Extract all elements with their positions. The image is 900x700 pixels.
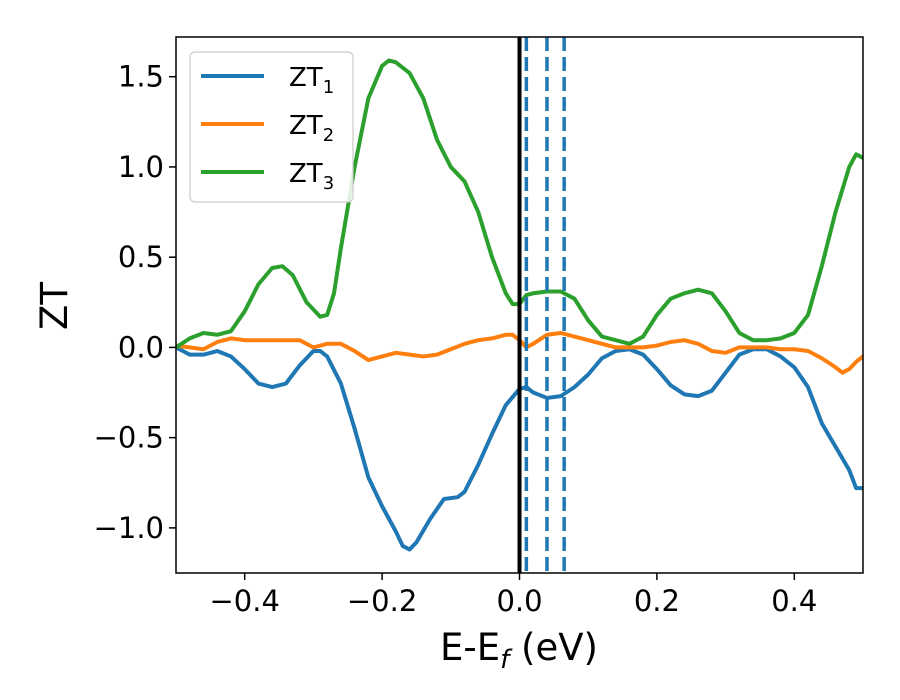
x-tick-label: 0.2 <box>634 584 680 618</box>
vertical-lines-layer <box>517 37 566 573</box>
x-axis-title-unit: (eV) <box>509 626 598 669</box>
plot-series-layer <box>176 58 863 552</box>
legend: ZT1 ZT2 ZT3 <box>189 51 354 203</box>
y-axis-title: ZT <box>33 282 76 330</box>
series-line-3 <box>176 58 863 350</box>
y-tick-label: 0.0 <box>118 330 164 364</box>
y-ticks: −1.0 −0.5 0.0 0.5 1.0 1.5 <box>94 60 176 545</box>
x-tick-label: 0.4 <box>771 584 817 618</box>
x-axis-title-main: E-E <box>440 626 500 669</box>
legend-label-2: ZT2 <box>289 111 334 146</box>
x-tick-label: −0.2 <box>347 584 417 618</box>
y-tick-label: −0.5 <box>94 421 164 455</box>
y-tick-label: −1.0 <box>94 511 164 545</box>
legend-box <box>189 51 354 203</box>
x-axis-title: E-Ef (eV) <box>440 626 598 675</box>
series-line-2 <box>176 330 863 375</box>
legend-label-3: ZT3 <box>289 159 334 194</box>
y-tick-label: 1.5 <box>118 60 164 94</box>
y-tick-label: 0.5 <box>118 240 164 274</box>
series-line-1 <box>176 345 863 552</box>
x-tick-label: 0.0 <box>496 584 542 618</box>
legend-label-1: ZT1 <box>289 63 334 98</box>
x-ticks: −0.4 −0.2 0.0 0.2 0.4 <box>209 573 817 618</box>
y-tick-label: 1.0 <box>118 150 164 184</box>
x-tick-label: −0.4 <box>209 584 279 618</box>
